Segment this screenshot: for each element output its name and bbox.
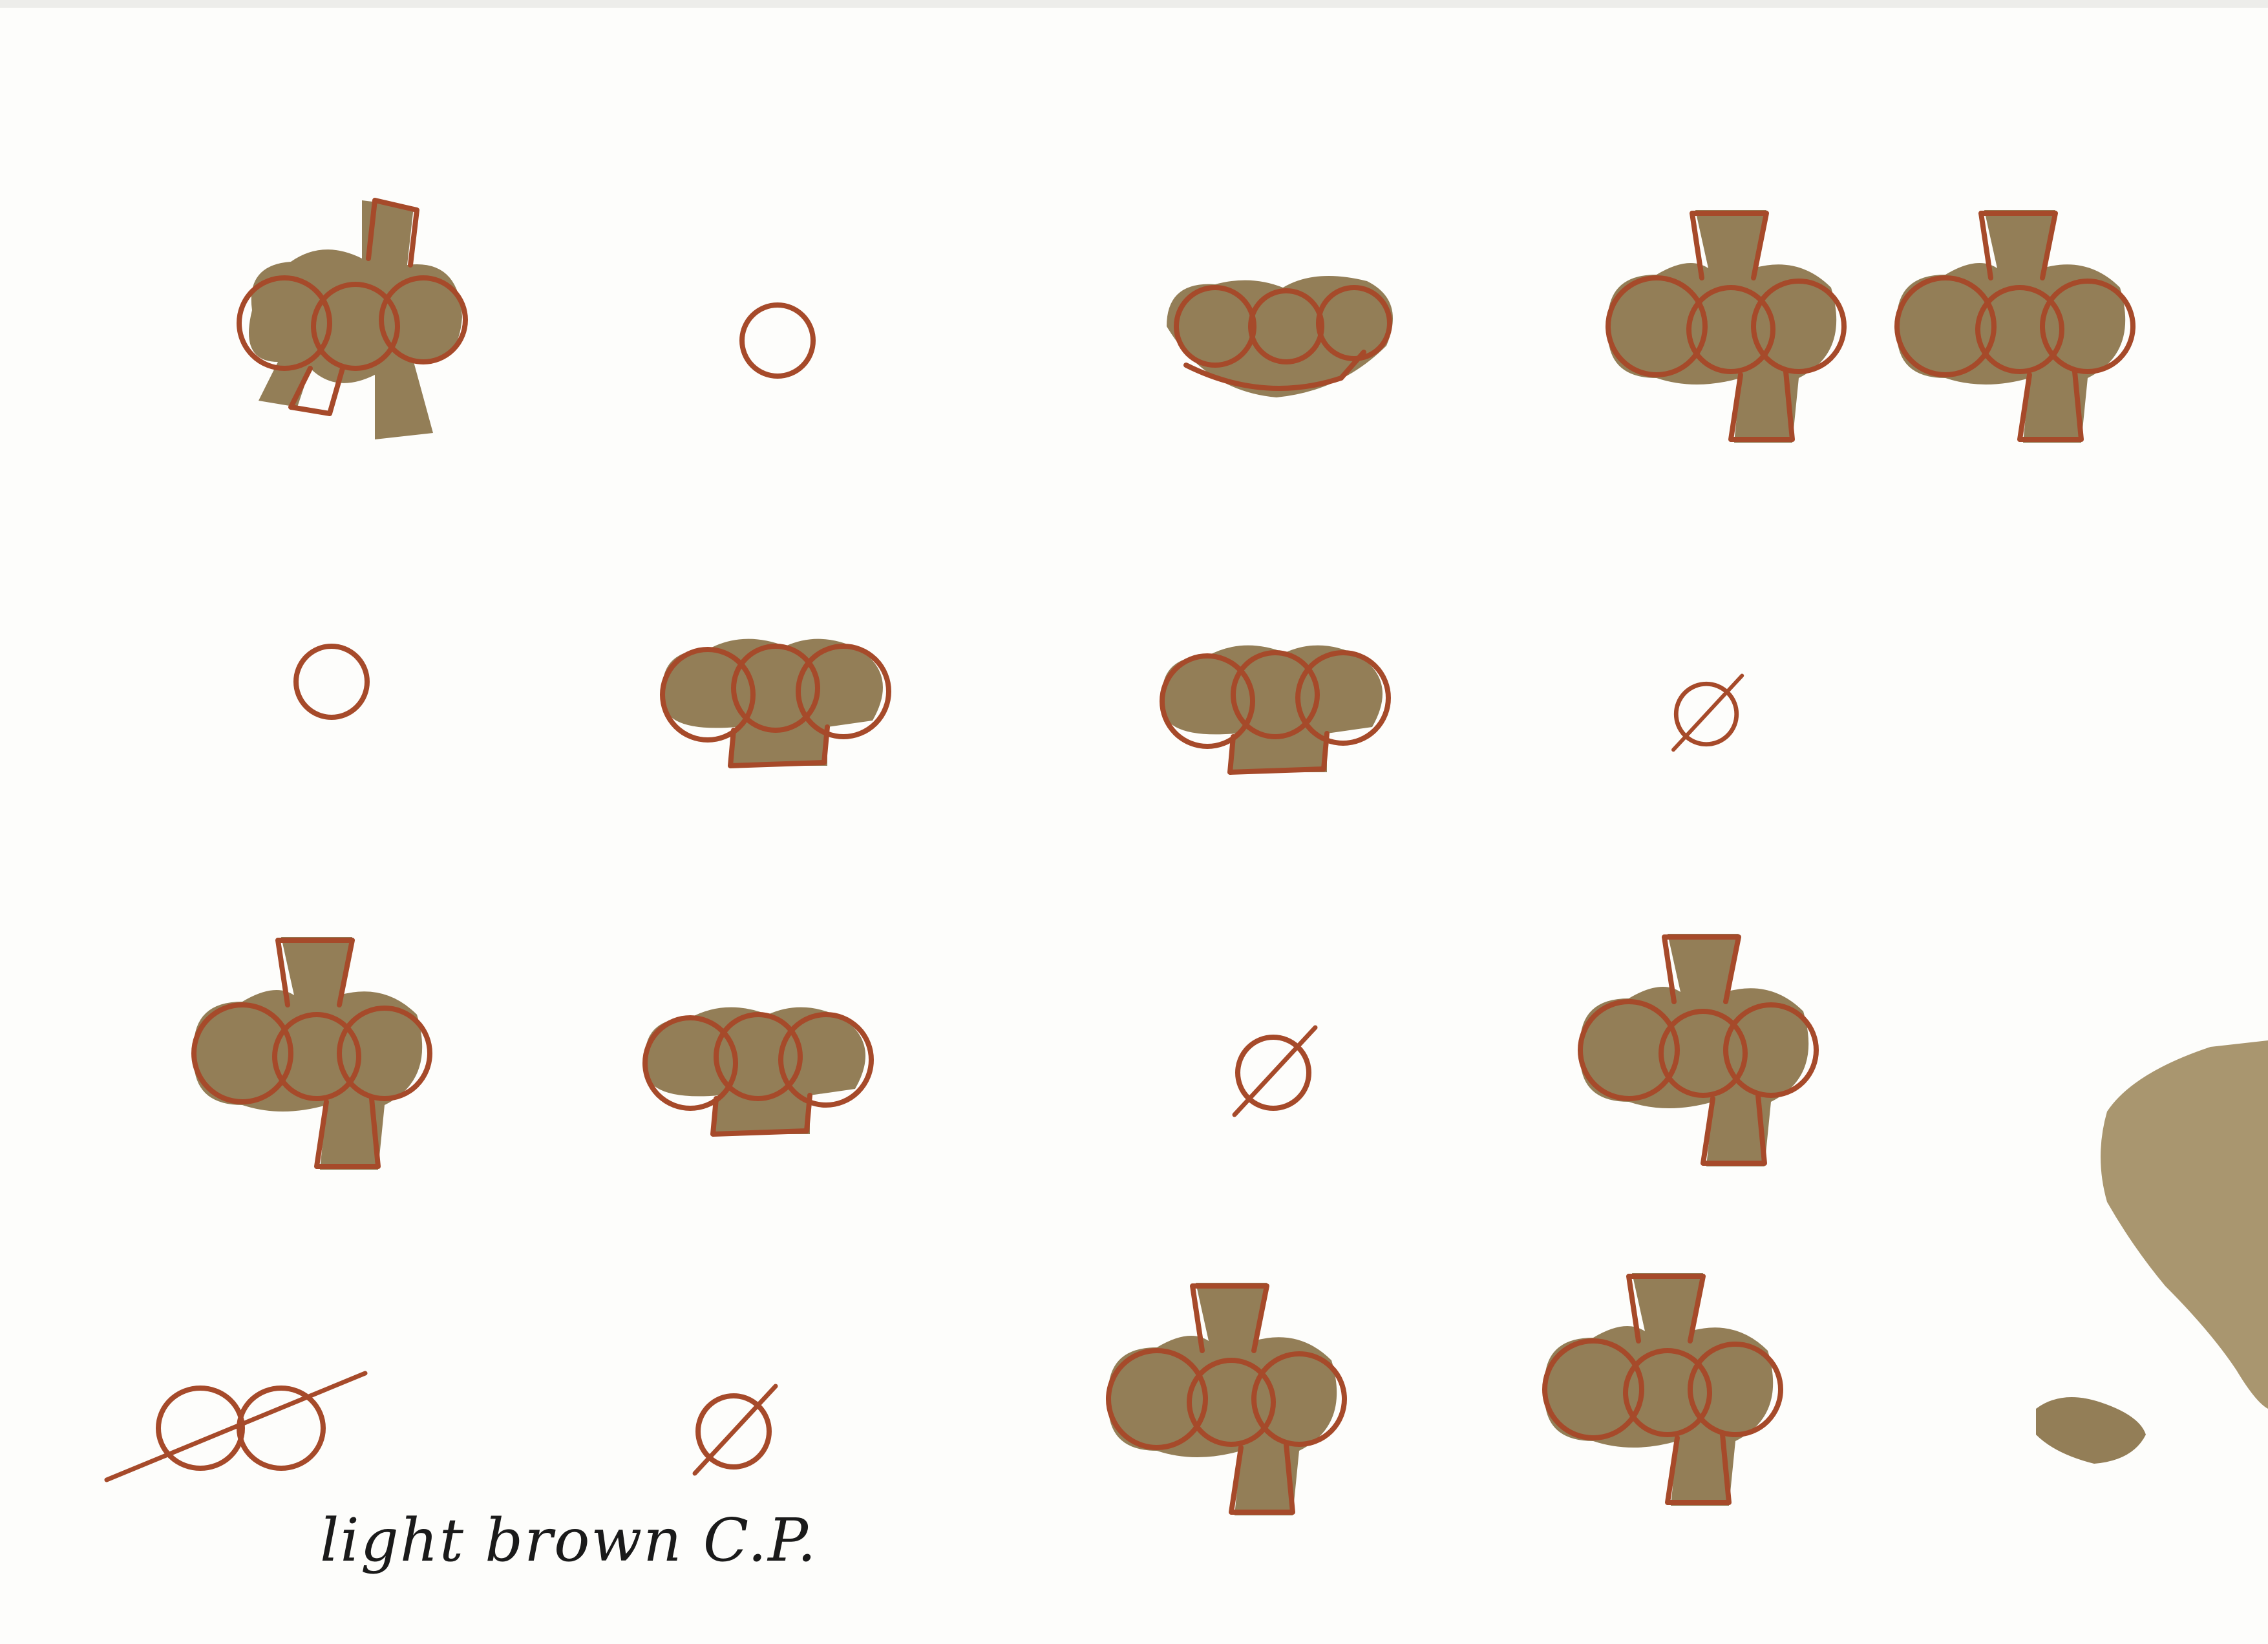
club-glyph (194, 937, 430, 1170)
club-base-glyph (1162, 646, 1388, 772)
ring-glyph (742, 305, 813, 376)
slashed-ring-glyph (695, 1386, 776, 1473)
club-glyph (1608, 210, 1844, 443)
club-glyph (1545, 1273, 1781, 1506)
club-glyph (1108, 1283, 1344, 1515)
club-cap-glyph (1167, 276, 1393, 397)
club-glyph (1580, 934, 1816, 1166)
club-glyph (1897, 210, 2133, 443)
club-base-glyph (662, 639, 889, 766)
slashed-ring-glyph (1235, 1028, 1315, 1115)
paint-wash-small (2036, 1397, 2146, 1464)
club-base-glyph (645, 1007, 871, 1134)
handwritten-note: light brown C.P. (320, 1506, 818, 1575)
linked-rings-struck-glyph (104, 1371, 368, 1482)
paint-wash-blob (2101, 1040, 2268, 1409)
club-glyph (239, 200, 465, 439)
paper-edge (0, 0, 2268, 8)
ring-glyph (296, 646, 367, 717)
slashed-ring-glyph (1673, 676, 1742, 750)
